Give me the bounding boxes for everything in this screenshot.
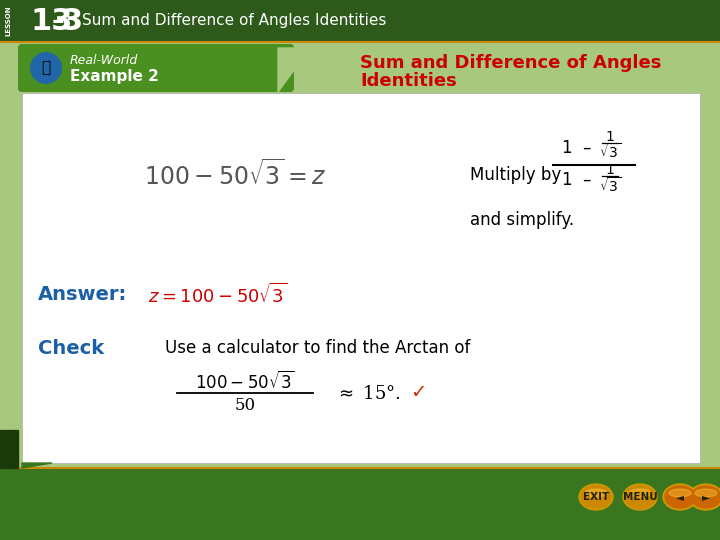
Text: $100 - 50\sqrt{3}$: $100 - 50\sqrt{3}$ [195,371,295,393]
Ellipse shape [663,484,697,510]
Text: Real-World: Real-World [70,55,138,68]
Text: MENU: MENU [623,492,657,502]
Text: ◄: ◄ [676,492,684,502]
Text: and simplify.: and simplify. [470,211,574,229]
Text: Check: Check [38,339,104,357]
Ellipse shape [669,489,691,497]
Text: Sum and Difference of Angles Identities: Sum and Difference of Angles Identities [82,14,387,29]
Text: Multiply by: Multiply by [470,166,562,184]
Text: 1  –: 1 – [562,171,592,189]
FancyBboxPatch shape [18,44,294,92]
Text: $\approx$ 15°.: $\approx$ 15°. [335,385,401,403]
Text: 1: 1 [606,163,614,177]
Polygon shape [22,463,52,468]
Ellipse shape [665,486,695,508]
Ellipse shape [585,489,607,497]
Ellipse shape [691,486,720,508]
Text: $z = 100 - 50\sqrt{3}$: $z = 100 - 50\sqrt{3}$ [148,283,287,307]
Text: LESSON: LESSON [5,6,11,36]
Text: EXIT: EXIT [583,492,609,502]
Text: $\sqrt{3}$: $\sqrt{3}$ [599,177,621,195]
Ellipse shape [625,486,655,508]
Bar [22,93,700,463]
Circle shape [30,52,62,84]
Text: $\sqrt{3}$: $\sqrt{3}$ [599,143,621,161]
Ellipse shape [579,484,613,510]
Text: ✓: ✓ [410,383,426,402]
Polygon shape [0,430,18,468]
Text: Identities: Identities [360,72,456,90]
Ellipse shape [695,489,717,497]
Polygon shape [278,48,310,92]
Text: 1  –: 1 – [562,139,592,157]
Text: Use a calculator to find the Arctan of: Use a calculator to find the Arctan of [165,339,470,357]
Text: 13: 13 [30,6,73,36]
Text: 50: 50 [235,397,256,415]
Ellipse shape [623,484,657,510]
Bar [0,468,720,540]
Text: 3: 3 [62,6,83,36]
Text: 1: 1 [606,130,614,144]
Bar [0,0,720,42]
Text: –: – [52,9,65,33]
Text: ►: ► [702,492,710,502]
Text: 🌍: 🌍 [42,60,50,76]
Text: Example 2: Example 2 [70,69,159,84]
Ellipse shape [689,484,720,510]
Text: $100 - 50\sqrt{3} = z$: $100 - 50\sqrt{3} = z$ [144,160,326,190]
Text: Answer:: Answer: [38,286,127,305]
Text: Sum and Difference of Angles: Sum and Difference of Angles [360,54,662,72]
Ellipse shape [629,489,651,497]
Ellipse shape [581,486,611,508]
